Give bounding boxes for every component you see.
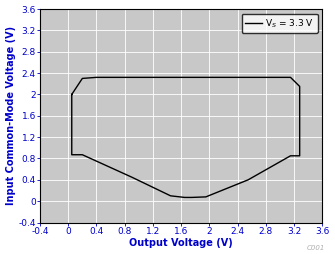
Y-axis label: Input Common-Mode Voltage (V): Input Common-Mode Voltage (V) [6, 26, 15, 205]
X-axis label: Output Voltage (V): Output Voltage (V) [129, 239, 233, 248]
Legend: V$_S$ = 3.3 V: V$_S$ = 3.3 V [242, 13, 318, 33]
Text: C001: C001 [307, 245, 325, 251]
